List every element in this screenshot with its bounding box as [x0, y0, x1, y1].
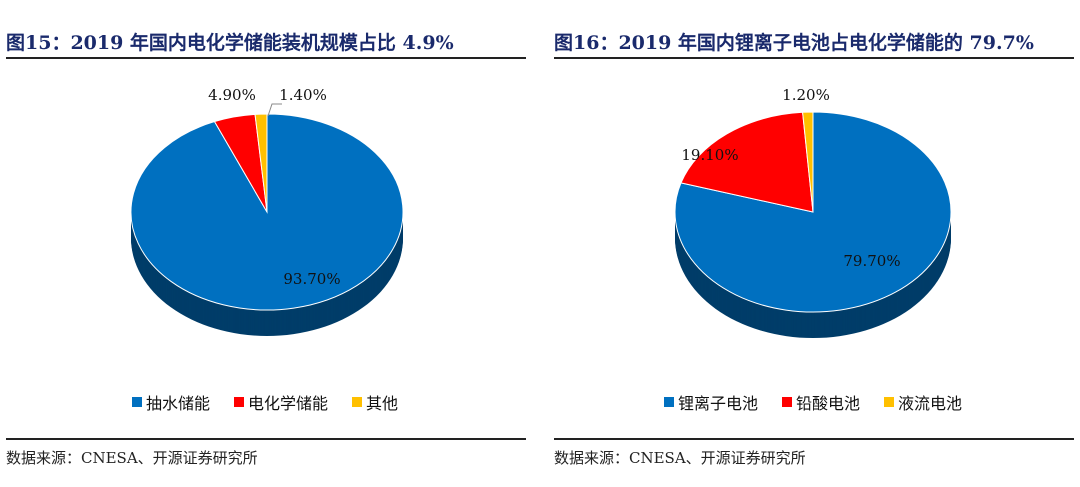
legend: 抽水储能 电化学储能 其他 — [0, 390, 530, 414]
chart-title: 图16：2019 年国内锂离子电池占电化学储能的 79.7% — [554, 32, 1034, 54]
legend-item: 液流电池 — [884, 390, 962, 414]
legend-swatch — [131, 397, 142, 407]
divider — [554, 438, 1074, 440]
leader-line — [267, 103, 282, 117]
pie-slice-2 — [802, 111, 814, 213]
legend-swatch — [663, 397, 674, 407]
legend-swatch — [233, 397, 244, 407]
pie-slice-1 — [680, 111, 814, 213]
source-note: 数据来源：CNESA、开源证券研究所 — [554, 449, 806, 467]
legend-swatch — [352, 397, 362, 407]
chart-title: 图15：2019 年国内电化学储能装机规模占比 4.9% — [6, 32, 454, 54]
pie-slice-0 — [674, 111, 952, 313]
data-label: 4.90% — [208, 86, 256, 104]
pie-chart: 93.70% 4.90% 1.40% — [130, 86, 404, 336]
pie-chart: 79.70% 19.10% 1.20% — [674, 86, 952, 338]
divider — [6, 57, 526, 59]
data-label: 19.10% — [681, 146, 738, 164]
legend: 锂离子电池 铅酸电池 液流电池 — [548, 390, 1078, 414]
data-label: 93.70% — [283, 270, 340, 288]
data-label: 79.70% — [843, 252, 900, 270]
legend-label: 铅酸电池 — [795, 394, 860, 413]
legend-item: 铅酸电池 — [781, 390, 860, 414]
legend-swatch — [884, 397, 894, 407]
data-label: 1.20% — [782, 86, 830, 104]
legend-label: 液流电池 — [898, 394, 963, 413]
source-note: 数据来源：CNESA、开源证券研究所 — [6, 449, 258, 467]
legend-label: 电化学储能 — [247, 394, 328, 413]
divider — [554, 57, 1074, 59]
chart-panel-15: 图15：2019 年国内电化学储能装机规模占比 4.9% 93.70% 4.90%… — [0, 0, 530, 487]
legend-label: 抽水储能 — [145, 394, 210, 413]
data-label: 1.40% — [279, 86, 327, 104]
legend-item: 电化学储能 — [233, 390, 328, 414]
legend-item: 锂离子电池 — [663, 390, 758, 414]
chart-panel-16: 图16：2019 年国内锂离子电池占电化学储能的 79.7% 79.70% 19.… — [548, 0, 1078, 487]
legend-label: 锂离子电池 — [677, 394, 758, 413]
pie-slice-2 — [254, 113, 268, 213]
legend-item: 其他 — [352, 390, 398, 414]
legend-label: 其他 — [366, 394, 399, 413]
legend-item: 抽水储能 — [131, 390, 210, 414]
divider — [6, 438, 526, 440]
legend-swatch — [781, 397, 792, 407]
